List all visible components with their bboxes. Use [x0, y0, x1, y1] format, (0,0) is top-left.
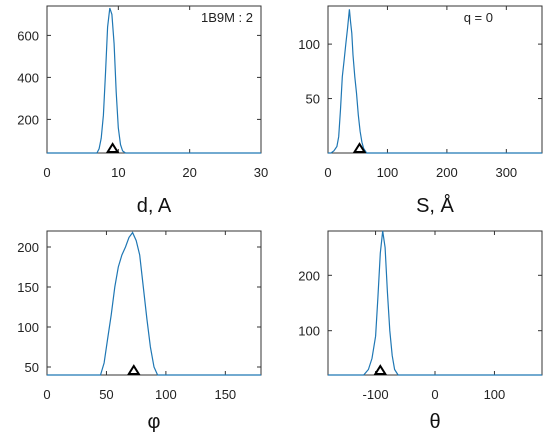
panel-annotation: 1B9M : 2 — [201, 10, 253, 25]
x-tick-label: -100 — [363, 387, 389, 402]
y-tick-label: 100 — [298, 324, 320, 339]
panel-theta-angle: -100 0 100 100 200 θ — [298, 230, 543, 433]
distribution-line — [47, 7, 261, 154]
x-axis-label: d, A — [137, 195, 172, 217]
marker-triangle — [105, 142, 120, 153]
y-tick-label: 200 — [17, 240, 39, 255]
y-tick-label: 50 — [25, 360, 39, 375]
x-axis-label: φ — [148, 411, 161, 433]
y-tick-label: 400 — [17, 70, 39, 85]
x-tick-label: 200 — [436, 165, 458, 180]
y-tick-label: 600 — [17, 28, 39, 43]
x-axis-label: θ — [429, 411, 440, 433]
x-tick-label: 30 — [254, 165, 268, 180]
plot-frame — [46, 5, 262, 154]
x-tick-label: 0 — [431, 387, 438, 402]
x-tick-label: 100 — [484, 387, 506, 402]
x-tick-label: 0 — [43, 387, 50, 402]
y-tick-label: 200 — [298, 268, 320, 283]
x-tick-label: 10 — [111, 165, 125, 180]
plot-frame — [327, 230, 543, 376]
plot-frame — [46, 230, 262, 376]
y-tick-label: 150 — [17, 280, 39, 295]
marker-triangle — [373, 364, 388, 375]
x-tick-label: 50 — [99, 387, 113, 402]
panel-d-distance: 0 10 20 30 200 400 600 d, A 1B9M : 2 — [17, 5, 268, 217]
marker-triangle — [352, 142, 367, 153]
x-tick-label: 300 — [495, 165, 517, 180]
marker-triangle — [126, 364, 141, 375]
y-tick-label: 100 — [298, 37, 320, 52]
y-tick-label: 100 — [17, 320, 39, 335]
x-tick-label: 20 — [182, 165, 196, 180]
y-tick-label: 200 — [17, 112, 39, 127]
x-tick-label: 100 — [377, 165, 399, 180]
x-tick-label: 150 — [214, 387, 236, 402]
x-tick-label: 0 — [324, 165, 331, 180]
panel-phi-angle: 0 50 100 150 50 100 150 200 φ — [17, 230, 262, 433]
panel-annotation: q = 0 — [464, 10, 493, 25]
x-tick-label: 100 — [155, 387, 177, 402]
x-tick-label: 0 — [43, 165, 50, 180]
panel-s-area: 0 100 200 300 50 100 S, Å q = 0 — [298, 5, 543, 217]
y-tick-label: 50 — [306, 92, 320, 107]
distribution-line — [328, 230, 542, 376]
distribution-line — [328, 9, 542, 154]
x-axis-label: S, Å — [416, 194, 454, 217]
distribution-line — [47, 231, 261, 376]
